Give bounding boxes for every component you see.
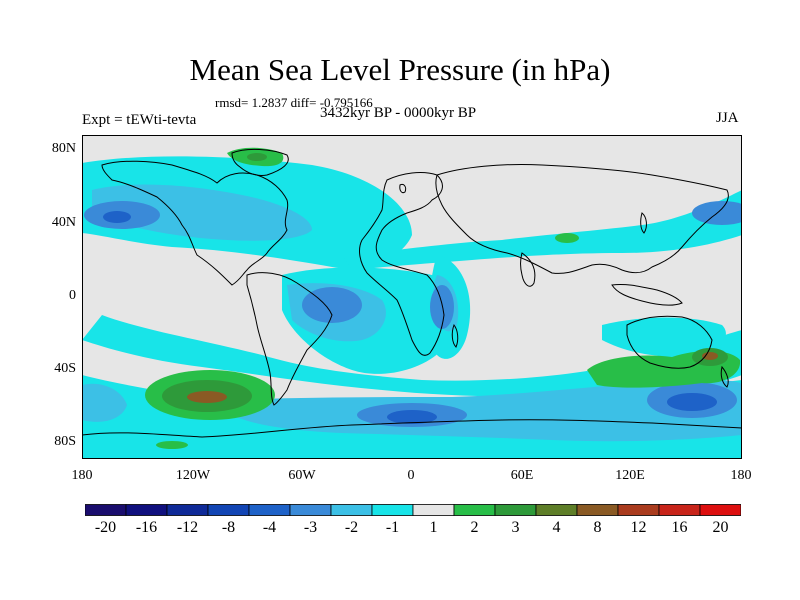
colorbar-box-1 bbox=[125, 504, 168, 516]
colorbar-label: -12 bbox=[176, 519, 199, 536]
colorbar-label: -4 bbox=[262, 519, 277, 536]
lon-label-0: 0 bbox=[407, 468, 415, 483]
antarctica-coast bbox=[82, 419, 742, 438]
coastlines bbox=[82, 148, 742, 438]
colorbar-label: 20 bbox=[712, 519, 729, 536]
colorbar-box-4 bbox=[248, 504, 291, 516]
madagascar-coast bbox=[451, 323, 459, 348]
season-label: JJA bbox=[716, 110, 739, 126]
colorbar-label: -20 bbox=[94, 519, 117, 536]
colorbar-label: 16 bbox=[671, 519, 688, 536]
southeast-asia-islands-coast bbox=[611, 284, 683, 306]
lat-label-80s: 80S bbox=[54, 434, 76, 449]
greenland-coast bbox=[231, 148, 289, 176]
indian-ocean-strong-low bbox=[430, 285, 454, 329]
colorbar-label: 12 bbox=[630, 519, 647, 536]
eastern-pacific-negative-region bbox=[82, 315, 742, 397]
colorbar-box-11 bbox=[535, 504, 578, 516]
australia-north-negative-region bbox=[602, 317, 726, 357]
lon-label-120e: 120E bbox=[615, 468, 645, 483]
colorbar-box-13 bbox=[617, 504, 660, 516]
stats-text: rmsd= 1.2837 diff= -0.795166 bbox=[215, 95, 373, 110]
lat-label-40s: 40S bbox=[54, 361, 76, 376]
british-isles-coast bbox=[399, 184, 407, 194]
map-frame bbox=[82, 135, 742, 459]
colorbar-box-9 bbox=[453, 504, 496, 516]
north-america-coast bbox=[101, 160, 289, 286]
antarctic-high bbox=[156, 441, 188, 449]
south-atlantic-core bbox=[387, 410, 437, 424]
colorbar-label: 4 bbox=[552, 519, 561, 536]
australian-high-peak bbox=[702, 352, 718, 360]
lat-label-80n: 80N bbox=[51, 141, 76, 156]
colorbar-box-15 bbox=[699, 504, 741, 516]
colorbar-label: -8 bbox=[221, 519, 236, 536]
south-pacific-core bbox=[667, 393, 717, 411]
lon-label-180e: 180 bbox=[730, 468, 752, 483]
lon-label-60w: 60W bbox=[288, 468, 316, 483]
north-pacific-core bbox=[103, 211, 131, 223]
colorbar-label: -1 bbox=[385, 519, 400, 536]
lat-label-0: 0 bbox=[69, 288, 76, 303]
asia-coast bbox=[435, 163, 729, 274]
colorbar-label: -2 bbox=[344, 519, 359, 536]
japan-coast bbox=[640, 212, 647, 234]
colorbar-box-12 bbox=[576, 504, 619, 516]
central-asia-high bbox=[555, 233, 579, 243]
experiment-label: Expt = tEWti-tevta bbox=[82, 112, 197, 128]
colorbar-label: -3 bbox=[303, 519, 318, 536]
lon-label-120w: 120W bbox=[175, 468, 211, 483]
pressure-anomaly-map bbox=[82, 135, 742, 459]
southeast-pacific-high-peak bbox=[187, 391, 227, 403]
europe-africa-coast bbox=[359, 172, 445, 356]
period-label: 3432kyr BP - 0000kyr BP bbox=[320, 105, 477, 121]
colorbar-box-6 bbox=[330, 504, 373, 516]
map-title: Mean Sea Level Pressure (in hPa) bbox=[189, 52, 611, 87]
colorbar bbox=[85, 504, 741, 516]
southern-ocean-moderate-low bbox=[232, 379, 742, 442]
colorbar-box-7 bbox=[371, 504, 414, 516]
atlantic-africa-negative-region bbox=[342, 190, 742, 270]
colorbar-box-5 bbox=[289, 504, 332, 516]
colorbar-label: 3 bbox=[511, 519, 520, 536]
brazil-strong-low bbox=[302, 287, 362, 323]
north-pacific-moderate-low bbox=[92, 184, 312, 241]
colorbar-box-0 bbox=[85, 504, 127, 516]
colorbar-box-10 bbox=[494, 504, 537, 516]
greenland-high-core bbox=[247, 153, 267, 161]
colorbar-box-14 bbox=[658, 504, 701, 516]
lon-label-180w: 180 bbox=[71, 468, 93, 483]
south-america-coast bbox=[246, 272, 333, 406]
far-west-moderate-low bbox=[82, 383, 127, 422]
australia-coast bbox=[626, 315, 713, 369]
colorbar-label: 1 bbox=[429, 519, 438, 536]
colorbar-box-2 bbox=[166, 504, 209, 516]
colorbar-box-8 bbox=[412, 504, 455, 516]
colorbar-label: 8 bbox=[593, 519, 602, 536]
india-coast bbox=[520, 252, 536, 287]
colorbar-box-3 bbox=[207, 504, 250, 516]
colorbar-label: -16 bbox=[135, 519, 158, 536]
colorbar-label: 2 bbox=[470, 519, 479, 536]
new-zealand-coast bbox=[720, 365, 729, 388]
lat-label-40n: 40N bbox=[51, 215, 76, 230]
lon-label-60e: 60E bbox=[510, 468, 534, 483]
